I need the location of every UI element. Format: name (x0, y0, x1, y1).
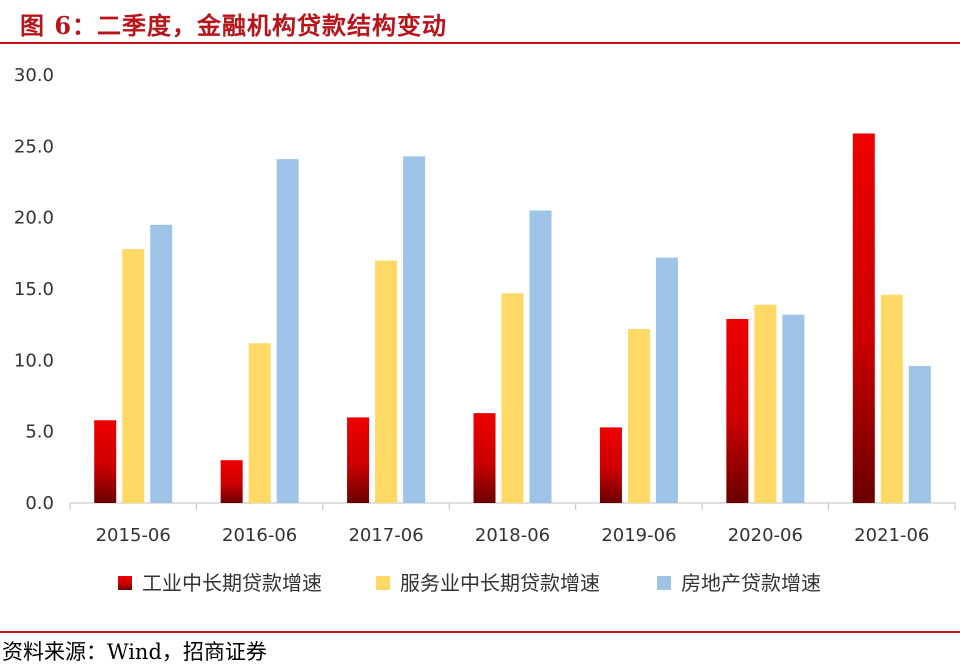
y-tick-label: 10.0 (14, 350, 54, 371)
bar-3-2016-06 (276, 159, 299, 503)
bar-2-2018-06 (501, 293, 524, 503)
bar-2-2021-06 (880, 294, 903, 503)
y-tick-label: 15.0 (14, 279, 54, 300)
bar-3-2017-06 (403, 156, 426, 503)
bar-2-2019-06 (627, 328, 650, 503)
y-axis: 0.0 5.0 10.0 15.0 20.0 25.0 30.0 (14, 65, 54, 514)
y-tick-label: 0.0 (25, 493, 54, 514)
bar-3-2019-06 (655, 257, 678, 503)
legend-swatch-3 (657, 576, 671, 590)
bar-3-2020-06 (782, 314, 805, 503)
legend-label-1: 工业中长期贷款增速 (142, 571, 322, 595)
figure-title: 图 6：二季度，金融机构贷款结构变动 (20, 11, 448, 40)
bar-2-2020-06 (754, 304, 777, 503)
legend-swatch-2 (376, 576, 390, 590)
x-tick-label: 2021-06 (854, 525, 929, 546)
y-tick-label: 20.0 (14, 208, 54, 229)
y-tick-label: 30.0 (14, 65, 54, 86)
bar-1-2018-06 (473, 413, 496, 503)
legend-label-3: 房地产贷款增速 (681, 571, 821, 595)
bar-1-2015-06 (94, 420, 117, 503)
bar-3-2015-06 (150, 224, 173, 504)
x-tick-label: 2019-06 (601, 525, 676, 546)
bar-1-2016-06 (220, 460, 243, 503)
title-rule (0, 42, 960, 44)
bar-1-2017-06 (347, 417, 370, 503)
bars (94, 133, 931, 504)
x-axis: 2015-06 2016-06 2017-06 2018-06 2019-06 2020-… (69, 502, 956, 546)
bar-2-2016-06 (248, 343, 271, 503)
bar-1-2021-06 (852, 133, 875, 503)
x-tick-label: 2020-06 (728, 525, 803, 546)
legend-swatch-1 (118, 576, 132, 590)
y-tick-label: 25.0 (14, 136, 54, 157)
bar-2-2017-06 (375, 260, 398, 503)
bar-3-2021-06 (908, 366, 931, 503)
bar-chart: 0.0 5.0 10.0 15.0 20.0 25.0 30.0 2015-06 2016-0… (14, 65, 956, 595)
x-tick-label: 2017-06 (348, 525, 423, 546)
y-tick-label: 5.0 (25, 422, 54, 443)
source-rule (0, 631, 960, 633)
bar-2-2015-06 (122, 249, 145, 503)
source-note: 资料来源：Wind，招商证券 (2, 640, 267, 664)
x-tick-label: 2016-06 (222, 525, 297, 546)
legend-label-2: 服务业中长期贷款增速 (400, 571, 600, 595)
bar-1-2019-06 (599, 427, 622, 503)
bar-3-2018-06 (529, 210, 552, 504)
legend: 工业中长期贷款增速 服务业中长期贷款增速 房地产贷款增速 (118, 571, 821, 595)
bar-1-2020-06 (726, 318, 749, 503)
x-tick-label: 2018-06 (475, 525, 550, 546)
x-tick-label: 2015-06 (96, 525, 171, 546)
